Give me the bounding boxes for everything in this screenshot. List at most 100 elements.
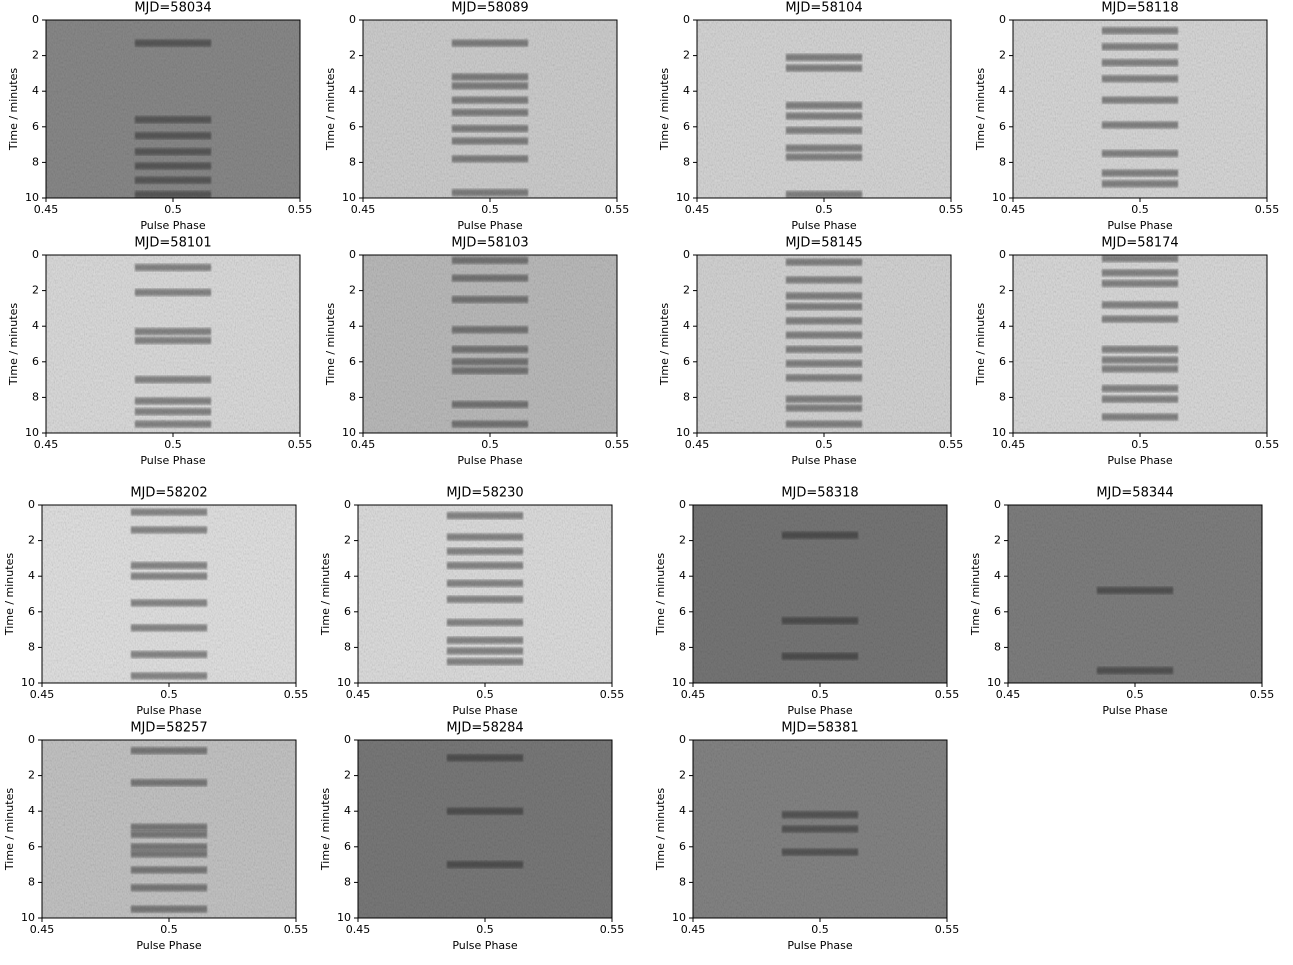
y-axis-label: Time / minutes — [654, 788, 667, 871]
pulse-band — [785, 404, 863, 412]
y-tick-label: 2 — [32, 49, 39, 62]
y-tick-label: 4 — [679, 804, 686, 817]
chart-title: MJD=58344 — [1096, 486, 1173, 501]
chart-title: MJD=58318 — [781, 486, 858, 501]
x-tick-label: 0.5 — [160, 923, 178, 936]
y-tick-label: 6 — [32, 120, 39, 133]
pulse-band — [451, 39, 529, 47]
subplot: 0.45 0.5 0.55 0 2 4 6 8 10 MJD=58284 Pulse Phase Ti… — [319, 721, 624, 953]
y-axis-label: Time / minutes — [974, 68, 987, 151]
y-tick-label: 6 — [999, 120, 1006, 133]
pulse-band — [1101, 301, 1179, 309]
pulse-band — [446, 533, 524, 541]
y-tick-label: 8 — [999, 390, 1006, 403]
y-tick-label: 0 — [679, 733, 686, 746]
y-tick-label: 0 — [683, 13, 690, 26]
pulse-band — [134, 39, 212, 47]
subplot: 0.45 0.5 0.55 0 2 4 6 8 10 MJD=58104 Pulse Phase Ti… — [658, 1, 963, 233]
heatmap-image — [42, 740, 296, 918]
heatmap-image — [1013, 20, 1267, 198]
y-tick-label: 4 — [32, 319, 39, 332]
subplot: 0.45 0.5 0.55 0 2 4 6 8 10 MJD=58101 Pulse Phase Ti… — [7, 236, 312, 468]
pulse-band — [451, 137, 529, 145]
y-axis-label: Time / minutes — [3, 553, 16, 636]
y-tick-label: 10 — [25, 191, 39, 204]
heatmap-noise — [358, 505, 612, 683]
x-tick-label: 0.55 — [939, 438, 964, 451]
y-tick-label: 6 — [683, 355, 690, 368]
pulse-band — [785, 292, 863, 300]
pulse-band — [446, 636, 524, 644]
pulse-band — [134, 420, 212, 428]
y-tick-label: 4 — [32, 84, 39, 97]
y-tick-label: 4 — [28, 569, 35, 582]
pulse-band — [134, 116, 212, 124]
pulse-band — [130, 850, 208, 858]
y-tick-label: 4 — [683, 84, 690, 97]
heatmap-image — [46, 255, 300, 433]
x-tick-label: 0.45 — [30, 688, 55, 701]
pulse-band — [446, 647, 524, 655]
x-tick-label: 0.5 — [1126, 688, 1144, 701]
y-tick-label: 2 — [994, 534, 1001, 547]
x-axis-label: Pulse Phase — [1107, 454, 1173, 467]
pulse-band — [785, 317, 863, 325]
pulse-band — [1101, 180, 1179, 188]
y-tick-label: 0 — [349, 248, 356, 261]
x-tick-label: 0.45 — [351, 203, 376, 216]
y-tick-label: 8 — [349, 155, 356, 168]
pulse-band — [130, 823, 208, 831]
y-tick-label: 10 — [337, 911, 351, 924]
x-axis-label: Pulse Phase — [787, 939, 853, 952]
pulse-band — [785, 303, 863, 311]
y-tick-label: 10 — [987, 676, 1001, 689]
y-tick-label: 0 — [999, 13, 1006, 26]
pulse-band — [446, 754, 524, 762]
pulse-band — [1101, 96, 1179, 104]
y-tick-label: 0 — [344, 733, 351, 746]
y-tick-label: 10 — [992, 191, 1006, 204]
pulse-band — [785, 153, 863, 161]
y-axis-label: Time / minutes — [319, 553, 332, 636]
subplot: 0.45 0.5 0.55 0 2 4 6 8 10 MJD=58344 Pulse Phase Ti… — [969, 486, 1274, 718]
y-tick-label: 4 — [999, 319, 1006, 332]
pulse-band — [1101, 413, 1179, 421]
x-axis-label: Pulse Phase — [457, 454, 523, 467]
y-tick-label: 6 — [28, 605, 35, 618]
y-tick-label: 2 — [344, 769, 351, 782]
y-tick-label: 4 — [349, 84, 356, 97]
y-tick-label: 2 — [32, 284, 39, 297]
y-axis-label: Time / minutes — [324, 68, 337, 151]
pulse-band — [1096, 586, 1174, 594]
pulse-band — [446, 561, 524, 570]
x-tick-label: 0.5 — [1131, 438, 1149, 451]
y-tick-label: 2 — [683, 284, 690, 297]
x-tick-label: 0.5 — [481, 203, 499, 216]
pulse-band — [451, 345, 529, 353]
pulse-band — [446, 658, 524, 666]
y-tick-label: 8 — [679, 875, 686, 888]
x-tick-label: 0.5 — [481, 438, 499, 451]
pulse-band — [134, 148, 212, 156]
chart-title: MJD=58089 — [451, 1, 528, 16]
pulse-band — [785, 345, 863, 353]
pulse-band — [446, 512, 524, 520]
chart-title: MJD=58034 — [134, 1, 211, 16]
subplot: 0.45 0.5 0.55 0 2 4 6 8 10 MJD=58174 Pulse Phase Ti… — [974, 236, 1279, 468]
x-tick-label: 0.55 — [284, 923, 309, 936]
x-tick-label: 0.55 — [939, 203, 964, 216]
y-tick-label: 2 — [28, 769, 35, 782]
y-tick-label: 6 — [679, 605, 686, 618]
y-tick-label: 8 — [344, 875, 351, 888]
pulse-band — [451, 125, 529, 133]
chart-title: MJD=58104 — [785, 1, 862, 16]
pulse-band — [451, 367, 529, 375]
subplot: 0.45 0.5 0.55 0 2 4 6 8 10 MJD=58202 Pulse Phase Ti… — [3, 486, 308, 718]
x-tick-label: 0.55 — [1255, 203, 1280, 216]
chart-title: MJD=58257 — [130, 721, 207, 736]
pulse-band — [130, 866, 208, 874]
x-tick-label: 0.45 — [346, 923, 371, 936]
pulse-band — [785, 360, 863, 368]
x-axis-label: Pulse Phase — [140, 454, 206, 467]
